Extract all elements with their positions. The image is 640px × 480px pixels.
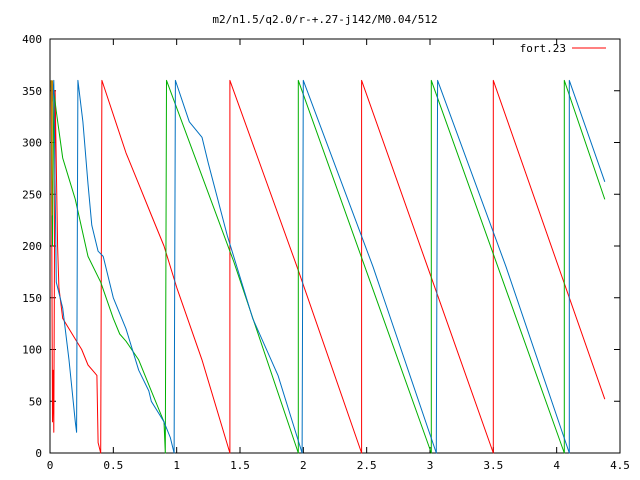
series-line-4: [50, 80, 53, 216]
x-tick-label: 1: [173, 459, 180, 472]
chart-title: m2/n1.5/q2.0/r-+.27-j142/M0.04/512: [212, 13, 437, 26]
x-tick-label: 3.5: [483, 459, 503, 472]
x-tick-label: 0: [47, 459, 54, 472]
x-tick-label: 3: [427, 459, 434, 472]
y-tick-label: 100: [22, 344, 42, 357]
x-tick-label: 4.5: [610, 459, 630, 472]
y-tick-label: 250: [22, 188, 42, 201]
y-tick-label: 0: [35, 447, 42, 460]
x-tick-label: 2.5: [357, 459, 377, 472]
y-axis: 0 50 100 150 200 250 300 350 400: [22, 33, 620, 460]
series-line-1: [50, 79, 606, 454]
y-tick-label: 150: [22, 292, 42, 305]
y-tick-label: 350: [22, 85, 42, 98]
series-line-3: [50, 79, 606, 454]
series-layer: [50, 79, 606, 454]
x-tick-label: 0.5: [103, 459, 123, 472]
series-line-2: [50, 79, 606, 454]
y-tick-label: 200: [22, 240, 42, 253]
x-axis: 0 0.5 1 1.5 2 2.5 3 3.5 4 4.5: [47, 39, 630, 472]
y-tick-label: 50: [29, 395, 42, 408]
y-tick-label: 300: [22, 137, 42, 150]
y-tick-label: 400: [22, 33, 42, 46]
legend-label: fort.23: [520, 42, 566, 55]
x-tick-label: 4: [553, 459, 560, 472]
legend: fort.23: [520, 42, 606, 55]
x-tick-label: 2: [300, 459, 307, 472]
x-tick-label: 1.5: [230, 459, 250, 472]
